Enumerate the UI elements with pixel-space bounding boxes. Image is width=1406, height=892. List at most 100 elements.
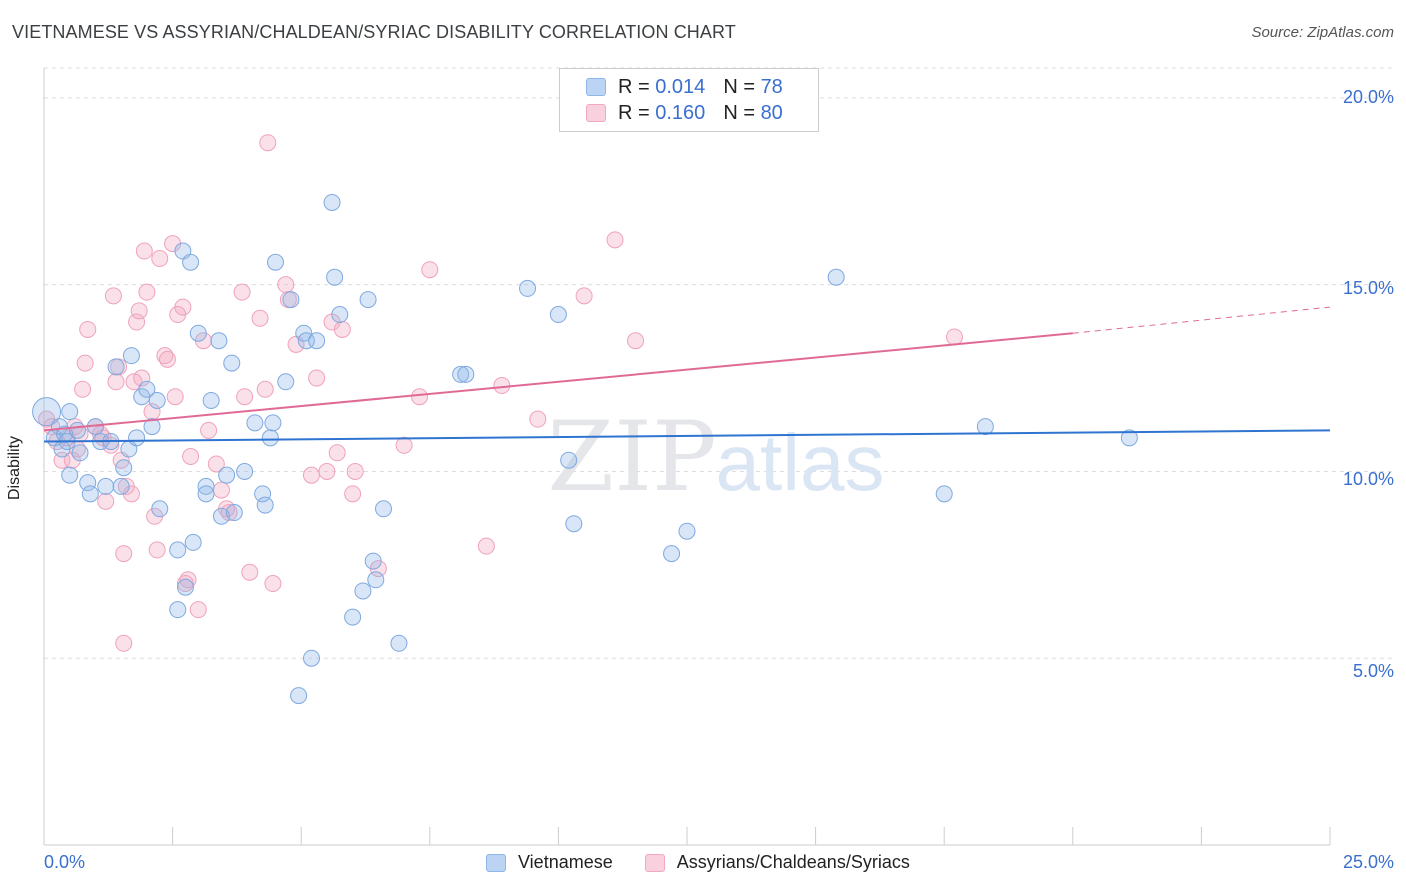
data-point-assyrian: [411, 388, 429, 406]
data-point-vietnamese: [112, 477, 130, 495]
n-value: 80: [760, 101, 783, 124]
data-point-assyrian: [251, 309, 269, 327]
r-value: 0.014: [655, 75, 706, 98]
data-point-vietnamese: [256, 496, 274, 514]
series-assyrian-points: [38, 134, 963, 652]
data-point-vietnamese: [107, 358, 125, 376]
data-point-assyrian: [135, 242, 153, 260]
y-tick-5: 5.0%: [1352, 661, 1394, 681]
data-point-vietnamese: [935, 485, 953, 503]
data-point-assyrian: [529, 410, 547, 428]
trend-line-vietnamese: [43, 429, 1331, 443]
data-point-vietnamese: [519, 279, 537, 297]
x-tick-max: 25.0%: [1342, 852, 1394, 872]
data-point-vietnamese: [452, 365, 470, 383]
data-point-assyrian: [241, 563, 259, 581]
data-point-vietnamese: [323, 193, 341, 211]
data-point-assyrian: [346, 462, 364, 480]
legend-swatch-blue: [486, 853, 506, 872]
data-point-vietnamese: [264, 414, 282, 432]
data-point-vietnamese: [560, 451, 578, 469]
data-point-vietnamese: [61, 466, 79, 484]
trend-line-assyrian: [43, 332, 1073, 432]
watermark: ZIP atlas: [547, 401, 884, 513]
data-point-vietnamese: [277, 373, 295, 391]
data-point-vietnamese: [236, 462, 254, 480]
data-point-assyrian: [115, 634, 133, 652]
data-point-vietnamese: [367, 571, 385, 589]
data-point-vietnamese: [326, 268, 344, 286]
data-point-assyrian: [606, 231, 624, 249]
data-point-assyrian: [344, 485, 362, 503]
data-point-assyrian: [395, 436, 413, 454]
data-point-assyrian: [148, 541, 166, 559]
data-point-assyrian: [259, 134, 277, 152]
data-point-vietnamese: [71, 444, 89, 462]
data-point-assyrian: [302, 466, 320, 484]
y-tick-10: 10.0%: [1342, 469, 1394, 489]
data-point-vietnamese: [290, 687, 308, 705]
data-point-vietnamese: [549, 306, 567, 324]
data-point-vietnamese: [390, 634, 408, 652]
data-point-vietnamese: [212, 507, 230, 525]
data-point-assyrian: [477, 537, 495, 555]
data-point-vietnamese: [97, 477, 115, 495]
data-point-vietnamese: [663, 545, 681, 563]
data-point-vietnamese: [308, 332, 326, 350]
legend-item-vietnamese[interactable]: Vietnamese: [486, 852, 613, 873]
data-point-assyrian: [627, 332, 645, 350]
legend-item-assyrian[interactable]: Assyrians/Chaldeans/Syriacs: [644, 852, 910, 873]
data-point-vietnamese: [223, 354, 241, 372]
data-point-assyrian: [207, 455, 225, 473]
data-point-vietnamese: [115, 459, 133, 477]
n-label: N =: [723, 101, 755, 124]
data-point-vietnamese: [266, 253, 284, 271]
data-point-vietnamese: [189, 324, 207, 342]
data-point-vietnamese: [302, 649, 320, 667]
watermark-atlas: atlas: [716, 418, 885, 507]
trend-lines: [43, 306, 1331, 443]
data-point-assyrian: [104, 287, 122, 305]
data-point-vietnamese: [176, 578, 194, 596]
data-point-assyrian: [174, 298, 192, 316]
data-point-vietnamese: [678, 522, 696, 540]
data-point-assyrian: [133, 369, 151, 387]
series-vietnamese-points: [32, 193, 1138, 705]
data-point-vietnamese: [197, 485, 215, 503]
legend-series: Vietnamese Assyrians/Chaldeans/Syriacs: [486, 852, 942, 873]
legend-row-assyrian: R = 0.160 N = 80: [586, 101, 783, 125]
n-value: 78: [760, 75, 783, 98]
data-point-assyrian: [212, 481, 230, 499]
data-point-vietnamese: [976, 418, 994, 436]
data-point-assyrian: [328, 444, 346, 462]
data-point-assyrian: [138, 283, 156, 301]
data-point-assyrian: [220, 504, 238, 522]
data-point-vietnamese: [210, 332, 228, 350]
data-point-assyrian: [333, 320, 351, 338]
data-point-vietnamese: [261, 429, 279, 447]
y-tick-15: 15.0%: [1342, 278, 1394, 298]
data-point-assyrian: [182, 448, 200, 465]
legend-stats: R = 0.014 N = 78 R = 0.160 N = 80: [559, 68, 819, 132]
data-point-vietnamese: [197, 477, 215, 495]
data-point-assyrian: [277, 276, 295, 294]
data-point-assyrian: [151, 250, 169, 268]
data-point-vietnamese: [169, 541, 187, 559]
data-point-assyrian: [107, 373, 125, 391]
data-point-vietnamese: [1120, 429, 1138, 447]
legend-label: Vietnamese: [518, 852, 613, 872]
data-point-vietnamese: [68, 421, 86, 439]
data-point-assyrian: [158, 350, 176, 368]
data-point-vietnamese: [565, 515, 583, 533]
r-label: R =: [618, 101, 650, 124]
data-point-vietnamese: [827, 268, 845, 286]
legend-swatch-blue: [586, 78, 606, 96]
data-point-vietnamese: [297, 332, 315, 350]
data-point-vietnamese: [151, 500, 169, 518]
data-point-vietnamese: [184, 533, 202, 551]
data-point-assyrian: [200, 421, 218, 439]
chart-title: VIETNAMESE VS ASSYRIAN/CHALDEAN/SYRIAC D…: [12, 22, 736, 42]
data-point-assyrian: [233, 283, 251, 301]
axes: [43, 68, 1331, 846]
n-label: N =: [723, 75, 755, 98]
